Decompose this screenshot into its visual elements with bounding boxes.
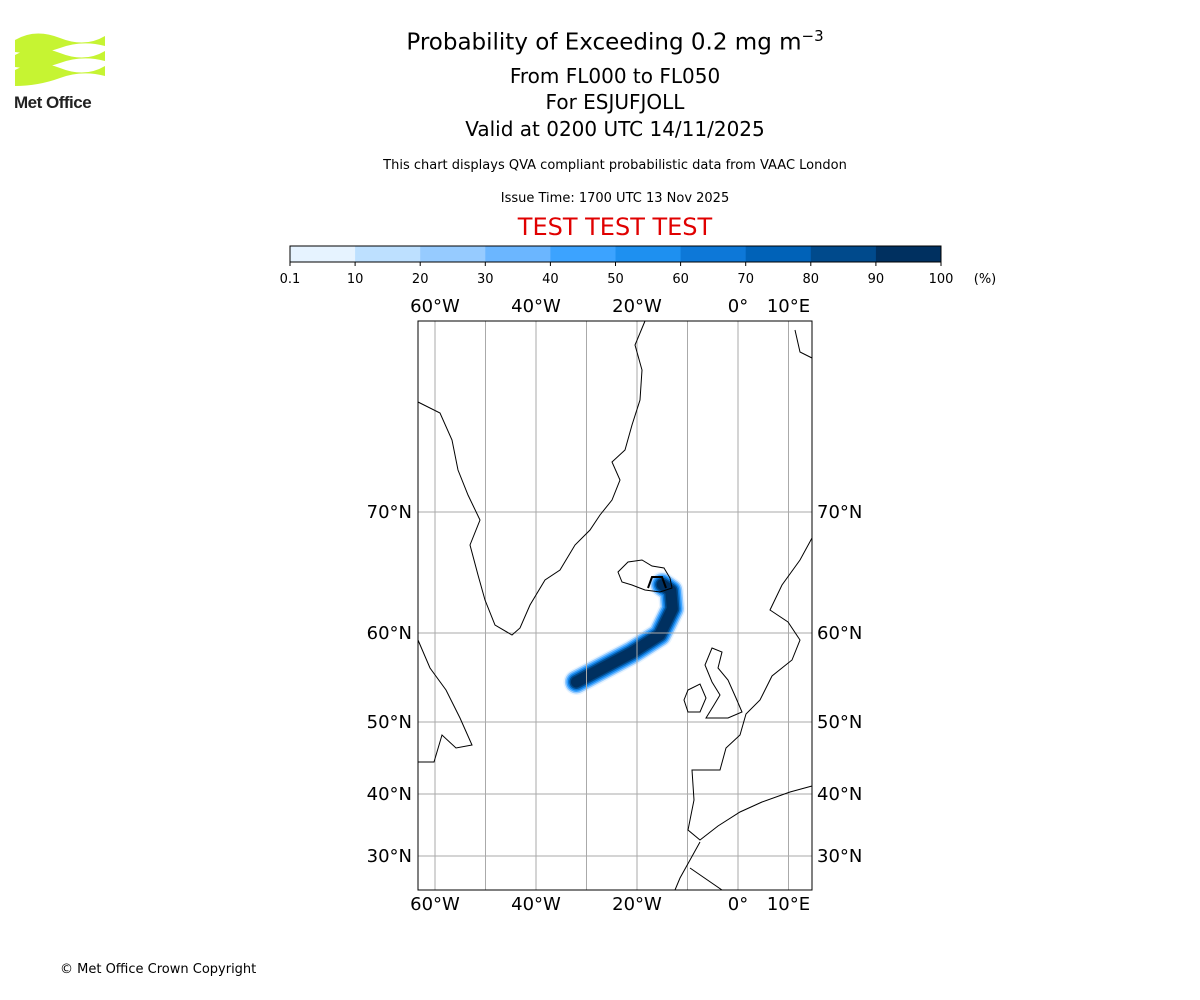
colorbar-swatch <box>550 246 616 262</box>
colorbar-swatch <box>745 246 812 262</box>
lon-label-bottom: 20°W <box>612 894 662 915</box>
volcano-name: For ESJUFJOLL <box>545 90 685 114</box>
colorbar-swatch <box>810 246 877 262</box>
lat-label-left: 30°N <box>367 846 412 867</box>
colorbar-tick-label: 10 <box>347 272 364 287</box>
test-banner: TEST TEST TEST <box>517 213 713 241</box>
lon-label-bottom: 0° <box>728 894 748 915</box>
logo-text: Met Office <box>14 93 91 112</box>
colorbar-swatch <box>290 246 356 262</box>
colorbar-unit: (%) <box>974 272 997 287</box>
copyright: © Met Office Crown Copyright <box>60 962 257 977</box>
colorbar-swatch <box>355 246 421 262</box>
colorbar-tick-label: 50 <box>607 272 624 287</box>
lat-label-right: 50°N <box>817 712 862 733</box>
ireland-coast <box>683 683 707 713</box>
valid-time: Valid at 0200 UTC 14/11/2025 <box>465 117 765 141</box>
colorbar-swatch <box>680 246 747 262</box>
lon-label-top: 10°E <box>767 296 810 317</box>
flight-levels: From FL000 to FL050 <box>509 64 721 88</box>
lon-label-bottom: 60°W <box>410 894 460 915</box>
title-superscript: −3 <box>801 27 824 45</box>
lon-label-top: 40°W <box>511 296 561 317</box>
ash-plume <box>563 571 686 695</box>
colorbar-tick-label: 30 <box>477 272 494 287</box>
lat-label-left: 40°N <box>367 784 412 805</box>
svalbard-coast <box>794 329 813 359</box>
issue-time: Issue Time: 1700 UTC 13 Nov 2025 <box>500 191 730 206</box>
logo-wave <box>15 48 105 69</box>
lon-label-top: 0° <box>728 296 748 317</box>
lon-label-bottom: 10°E <box>767 894 810 915</box>
greenland-coast <box>417 320 646 636</box>
logo-wave <box>15 63 105 86</box>
colorbar-swatch <box>875 246 942 262</box>
colorbar-tick-label: 90 <box>868 272 885 287</box>
lon-label-bottom: 40°W <box>511 894 561 915</box>
colorbar-tick-label: 40 <box>542 272 559 287</box>
axis-labels: 60°W 60°W 40°W 40°W 20°W 20°W 0° 0° 10°E 10°E 70°N… <box>367 296 863 915</box>
logo-wave <box>15 33 105 54</box>
lat-label-left: 60°N <box>367 623 412 644</box>
map: 60°W 60°W 40°W 40°W 20°W 20°W 0° 0° 10°E 10°E 70°N… <box>367 296 863 915</box>
colorbar-tick-label: 20 <box>412 272 429 287</box>
met-office-logo: Met Office <box>14 33 105 112</box>
map-background <box>418 321 812 890</box>
chart-title: Probability of Exceeding 0.2 mg m−3 <box>0 27 1200 56</box>
map-frame <box>417 320 813 891</box>
colorbar-swatch <box>615 246 682 262</box>
lat-label-left: 50°N <box>367 712 412 733</box>
volcano-region <box>647 576 667 589</box>
colorbar-tick-label: 0.1 <box>280 272 301 287</box>
colorbar-tick-label: 80 <box>803 272 820 287</box>
colorbar-tick-label: 100 <box>929 272 954 287</box>
colorbar-tick-label: 60 <box>672 272 689 287</box>
colorbar: 0.1 10 20 30 40 50 60 70 80 90 100 (%) <box>280 245 997 287</box>
north-america-coast <box>417 639 473 763</box>
lat-label-left: 70°N <box>367 502 412 523</box>
lat-label-right: 40°N <box>817 784 862 805</box>
colorbar-swatch <box>420 246 486 262</box>
colorbar-tick-label: 70 <box>737 272 754 287</box>
coastlines <box>417 320 813 891</box>
lat-label-right: 70°N <box>817 502 862 523</box>
lat-label-right: 60°N <box>817 623 862 644</box>
europe-coast <box>687 537 813 841</box>
info-text: This chart displays QVA compliant probab… <box>383 158 847 173</box>
lon-label-top: 20°W <box>612 296 662 317</box>
gridlines <box>418 321 812 890</box>
iceland-coast <box>617 559 673 593</box>
colorbar-swatch <box>485 246 551 262</box>
lat-label-right: 30°N <box>817 846 862 867</box>
plume-band <box>570 579 678 688</box>
africa-coast <box>674 841 723 891</box>
lon-label-top: 60°W <box>410 296 460 317</box>
great-britain-coast <box>704 647 743 719</box>
title-text: Probability of Exceeding 0.2 mg m <box>406 29 802 56</box>
